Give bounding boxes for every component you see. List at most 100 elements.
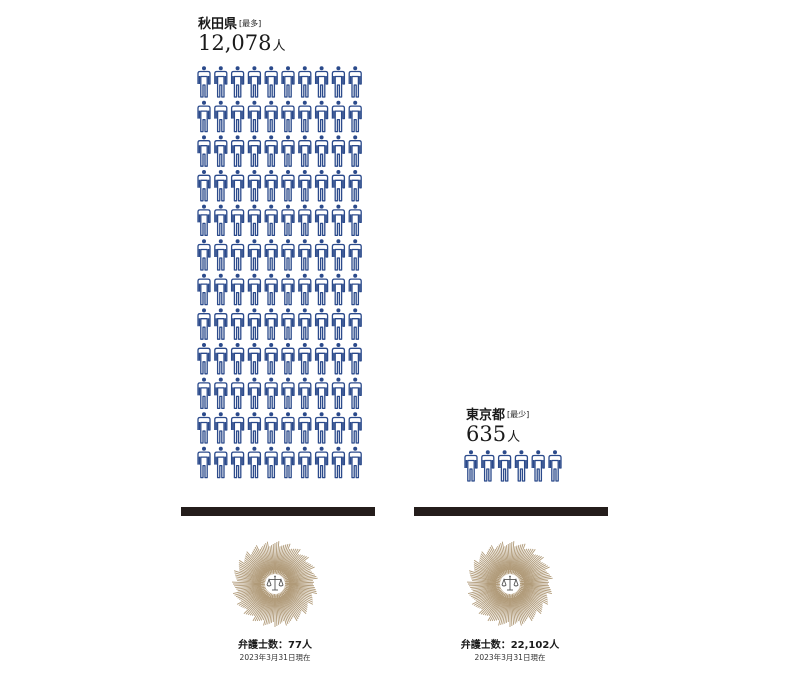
person-icon bbox=[230, 135, 245, 167]
person-icon bbox=[464, 450, 478, 482]
person-icon bbox=[247, 412, 262, 444]
person-icon bbox=[298, 343, 312, 375]
person-icon bbox=[230, 412, 245, 444]
scales-of-justice-icon bbox=[266, 575, 284, 591]
person-icon bbox=[264, 377, 278, 410]
person-icon bbox=[264, 446, 278, 479]
lawyers-count-label: 弁護士数：22,102人 bbox=[460, 640, 560, 651]
person-icon bbox=[314, 170, 329, 202]
person-icon bbox=[281, 412, 295, 444]
sunburst-rays bbox=[232, 541, 318, 627]
person-icon bbox=[331, 135, 346, 167]
person-icon bbox=[298, 446, 312, 479]
person-icon bbox=[214, 100, 228, 133]
person-icon bbox=[214, 239, 228, 271]
person-icon bbox=[314, 66, 329, 98]
person-icon bbox=[348, 204, 362, 237]
prefecture-label: 東京都 [最少] bbox=[466, 408, 530, 423]
person-icon bbox=[247, 343, 262, 375]
person-icon bbox=[264, 170, 278, 202]
person-icon bbox=[348, 377, 362, 410]
person-icon bbox=[247, 66, 262, 98]
person-icon bbox=[314, 204, 329, 237]
person-icon bbox=[497, 450, 512, 482]
person-icon bbox=[230, 446, 245, 479]
person-icon bbox=[247, 135, 262, 167]
person-icon bbox=[331, 100, 346, 133]
person-icon bbox=[314, 308, 329, 340]
person-icon bbox=[197, 100, 211, 133]
person-icon bbox=[281, 308, 295, 340]
person-icon bbox=[197, 135, 211, 167]
person-icon bbox=[214, 135, 228, 167]
person-icon bbox=[348, 100, 362, 133]
baseline-bar bbox=[181, 507, 375, 516]
emblem-tokyo bbox=[467, 541, 553, 627]
person-icon bbox=[314, 446, 329, 479]
person-icon bbox=[264, 343, 278, 375]
person-icon bbox=[281, 239, 295, 271]
people-per-lawyer-value: 635人 bbox=[466, 422, 521, 446]
person-icon bbox=[247, 446, 262, 479]
person-icon bbox=[264, 308, 278, 340]
person-icon bbox=[197, 170, 211, 202]
person-icon bbox=[214, 66, 228, 98]
emblem-akita bbox=[232, 541, 318, 627]
person-icon bbox=[314, 343, 329, 375]
person-icon bbox=[331, 66, 346, 98]
person-icon bbox=[281, 446, 295, 479]
person-icon bbox=[197, 343, 211, 375]
person-icon bbox=[348, 446, 362, 479]
person-icon bbox=[214, 273, 228, 306]
person-icon bbox=[197, 239, 211, 271]
person-icon bbox=[298, 66, 312, 98]
person-icon bbox=[281, 100, 295, 133]
person-icon bbox=[264, 66, 278, 98]
person-icon bbox=[264, 412, 278, 444]
person-icon bbox=[281, 273, 295, 306]
person-icon bbox=[281, 204, 295, 237]
person-icon bbox=[197, 66, 211, 98]
person-icon bbox=[264, 100, 278, 133]
person-icon bbox=[314, 239, 329, 271]
person-icon bbox=[197, 308, 211, 340]
person-icon bbox=[348, 239, 362, 271]
person-icon bbox=[197, 204, 211, 237]
person-icon bbox=[298, 135, 312, 167]
person-icon bbox=[514, 450, 529, 482]
person-icon bbox=[230, 377, 245, 410]
person-icon bbox=[298, 170, 312, 202]
person-icon bbox=[264, 273, 278, 306]
person-icon bbox=[331, 412, 346, 444]
person-icon bbox=[331, 170, 346, 202]
person-icon bbox=[214, 308, 228, 340]
person-icon bbox=[281, 135, 295, 167]
person-icon bbox=[264, 135, 278, 167]
person-icon bbox=[281, 377, 295, 410]
person-icon bbox=[331, 273, 346, 306]
person-icon bbox=[298, 239, 312, 271]
person-icon bbox=[331, 446, 346, 479]
person-icon bbox=[298, 412, 312, 444]
person-icon bbox=[298, 204, 312, 237]
date-label: 2023年3月31日現在 bbox=[239, 653, 311, 662]
person-icon bbox=[264, 239, 278, 271]
person-icon bbox=[348, 412, 362, 444]
person-icon bbox=[331, 239, 346, 271]
person-icon bbox=[331, 308, 346, 340]
person-icon bbox=[247, 170, 262, 202]
person-icon bbox=[348, 135, 362, 167]
people-per-lawyer-value: 12,078人 bbox=[198, 31, 286, 55]
person-icon bbox=[264, 204, 278, 237]
person-icon bbox=[281, 66, 295, 98]
person-icon bbox=[314, 377, 329, 410]
person-icon bbox=[197, 412, 211, 444]
person-icon bbox=[214, 343, 228, 375]
person-icon bbox=[197, 273, 211, 306]
person-icon bbox=[298, 308, 312, 340]
person-icon bbox=[348, 343, 362, 375]
person-icon bbox=[230, 66, 245, 98]
person-figures bbox=[197, 66, 362, 479]
person-icon bbox=[531, 450, 545, 482]
person-icon bbox=[247, 204, 262, 237]
